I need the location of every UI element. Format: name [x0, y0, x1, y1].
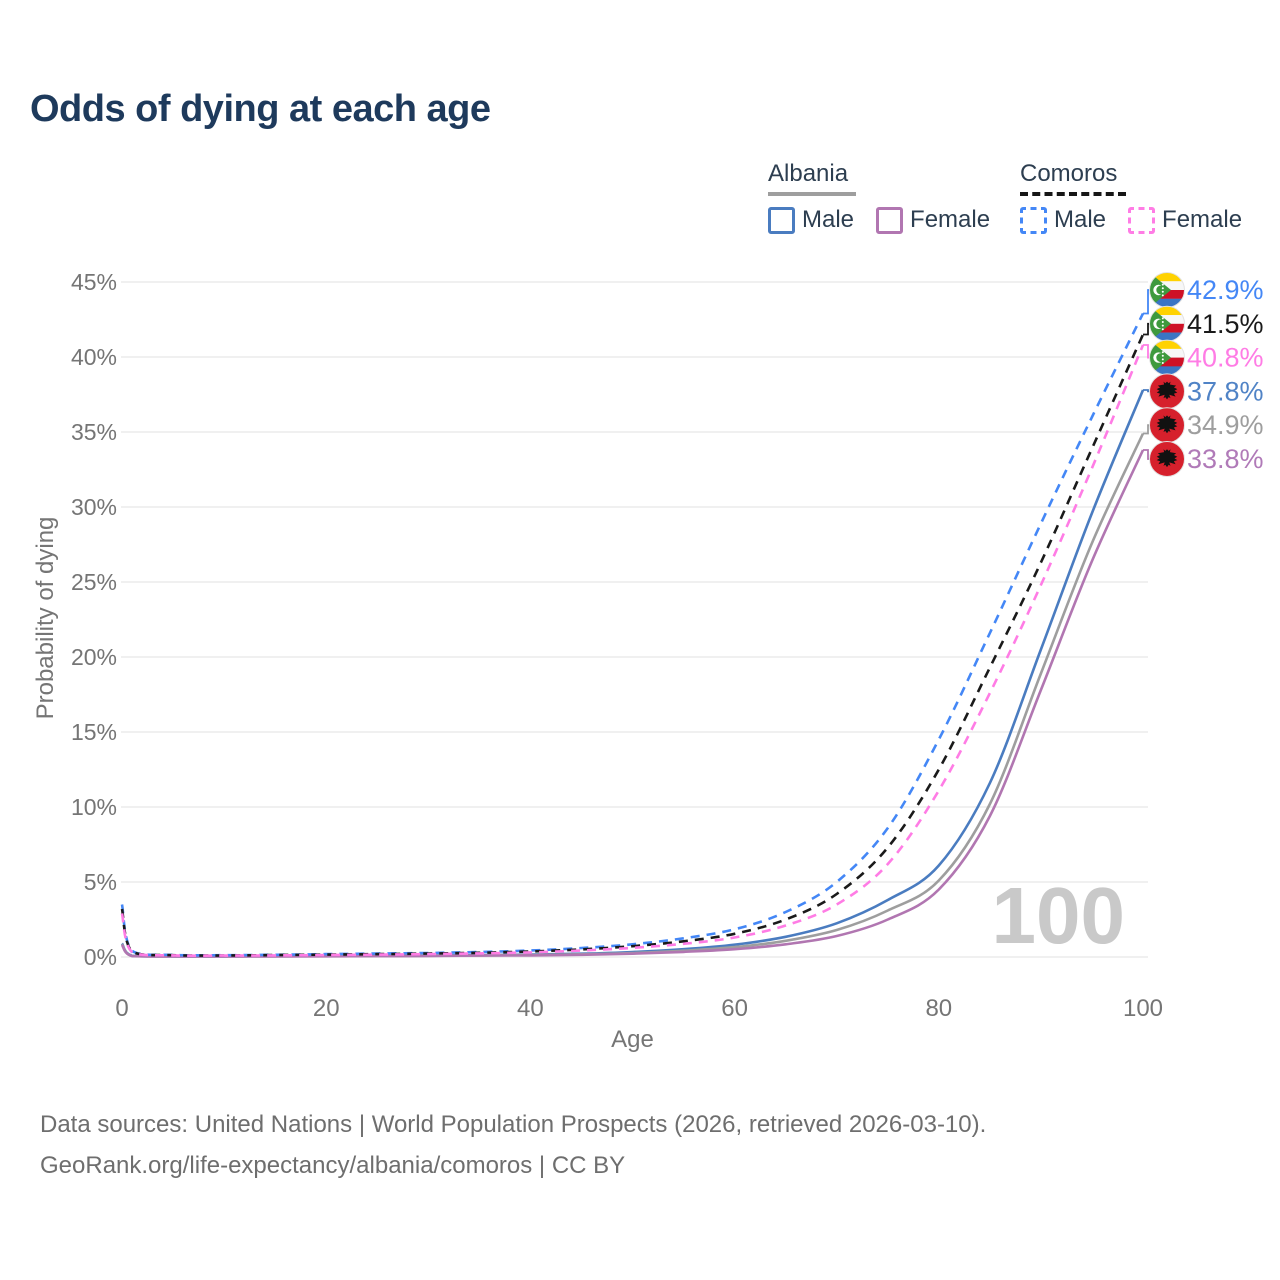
legend-header-albania[interactable]: Albania: [768, 160, 849, 187]
x-axis-title: Age: [611, 1026, 654, 1053]
y-tick-label: 45%: [71, 269, 117, 295]
series-line-comoros-female: [120, 344, 1145, 957]
legend-swatch-albania-female[interactable]: [876, 206, 904, 234]
y-tick-label: 5%: [84, 869, 117, 895]
y-tick-label: 35%: [71, 419, 117, 445]
end-value-label-albania-both: 34.9%: [1187, 410, 1264, 440]
data-sources-line: Data sources: United Nations | World Pop…: [40, 1111, 987, 1138]
y-tick-label: 15%: [71, 719, 117, 745]
chart-title: Odds of dying at each age: [30, 88, 491, 130]
y-tick-label: 25%: [71, 569, 117, 595]
series-line-albania-male: [120, 389, 1145, 958]
x-tick-label: 100: [1123, 995, 1163, 1022]
legend-swatch-comoros-female[interactable]: [1128, 206, 1156, 234]
albania-underline: [768, 192, 856, 196]
x-tick-label: 20: [313, 995, 340, 1022]
comoros-flag-icon: [1149, 339, 1185, 376]
end-value-label-albania-female: 33.8%: [1187, 444, 1264, 474]
y-tick-label: 20%: [71, 644, 117, 670]
legend-swatch-comoros-male[interactable]: [1020, 206, 1047, 234]
legend-swatch-albania-male[interactable]: [768, 206, 795, 234]
series-line-albania-female: [120, 449, 1145, 958]
x-tick-label: 0: [115, 995, 128, 1022]
end-value-label-comoros-both: 41.5%: [1187, 309, 1264, 339]
albania-flag-icon: [1149, 407, 1185, 444]
comoros-flag-icon: [1149, 305, 1185, 342]
end-value-label-albania-male: 37.8%: [1187, 376, 1264, 406]
end-value-label-comoros-female: 40.8%: [1187, 343, 1264, 373]
chart-footer: Data sources: United Nations | World Pop…: [40, 1104, 986, 1186]
series-line-comoros-male: [120, 312, 1145, 957]
legend-label-comoros-female[interactable]: Female: [1162, 206, 1243, 233]
comoros-underline: [1020, 192, 1126, 196]
y-tick-label: 0%: [84, 944, 117, 970]
legend-header-comoros[interactable]: Comoros: [1020, 160, 1118, 187]
legend-group-albania: Albania Male Female: [768, 160, 1012, 234]
x-tick-label: 40: [517, 995, 544, 1022]
albania-flag-icon: [1149, 441, 1185, 477]
comoros-flag-icon: [1149, 272, 1185, 308]
x-tick-label: 80: [925, 995, 952, 1022]
x-tick-label: 60: [721, 995, 748, 1022]
end-value-label-comoros-male: 42.9%: [1187, 275, 1264, 305]
y-tick-label: 30%: [71, 494, 117, 520]
albania-flag-icon: [1149, 373, 1185, 410]
legend-label-albania-male[interactable]: Male: [802, 206, 855, 233]
y-tick-label: 40%: [71, 344, 117, 370]
legend-group-comoros: Comoros Male Female: [1020, 160, 1264, 234]
y-tick-label: 10%: [71, 794, 117, 820]
legend: Albania Male Female Comoros Male Female: [0, 160, 1280, 240]
attribution-line: GeoRank.org/life-expectancy/albania/como…: [40, 1152, 626, 1179]
legend-label-comoros-male[interactable]: Male: [1054, 206, 1107, 233]
series-line-comoros-both: [120, 333, 1145, 957]
age-watermark: 100: [992, 871, 1125, 960]
legend-label-albania-female[interactable]: Female: [910, 206, 991, 233]
